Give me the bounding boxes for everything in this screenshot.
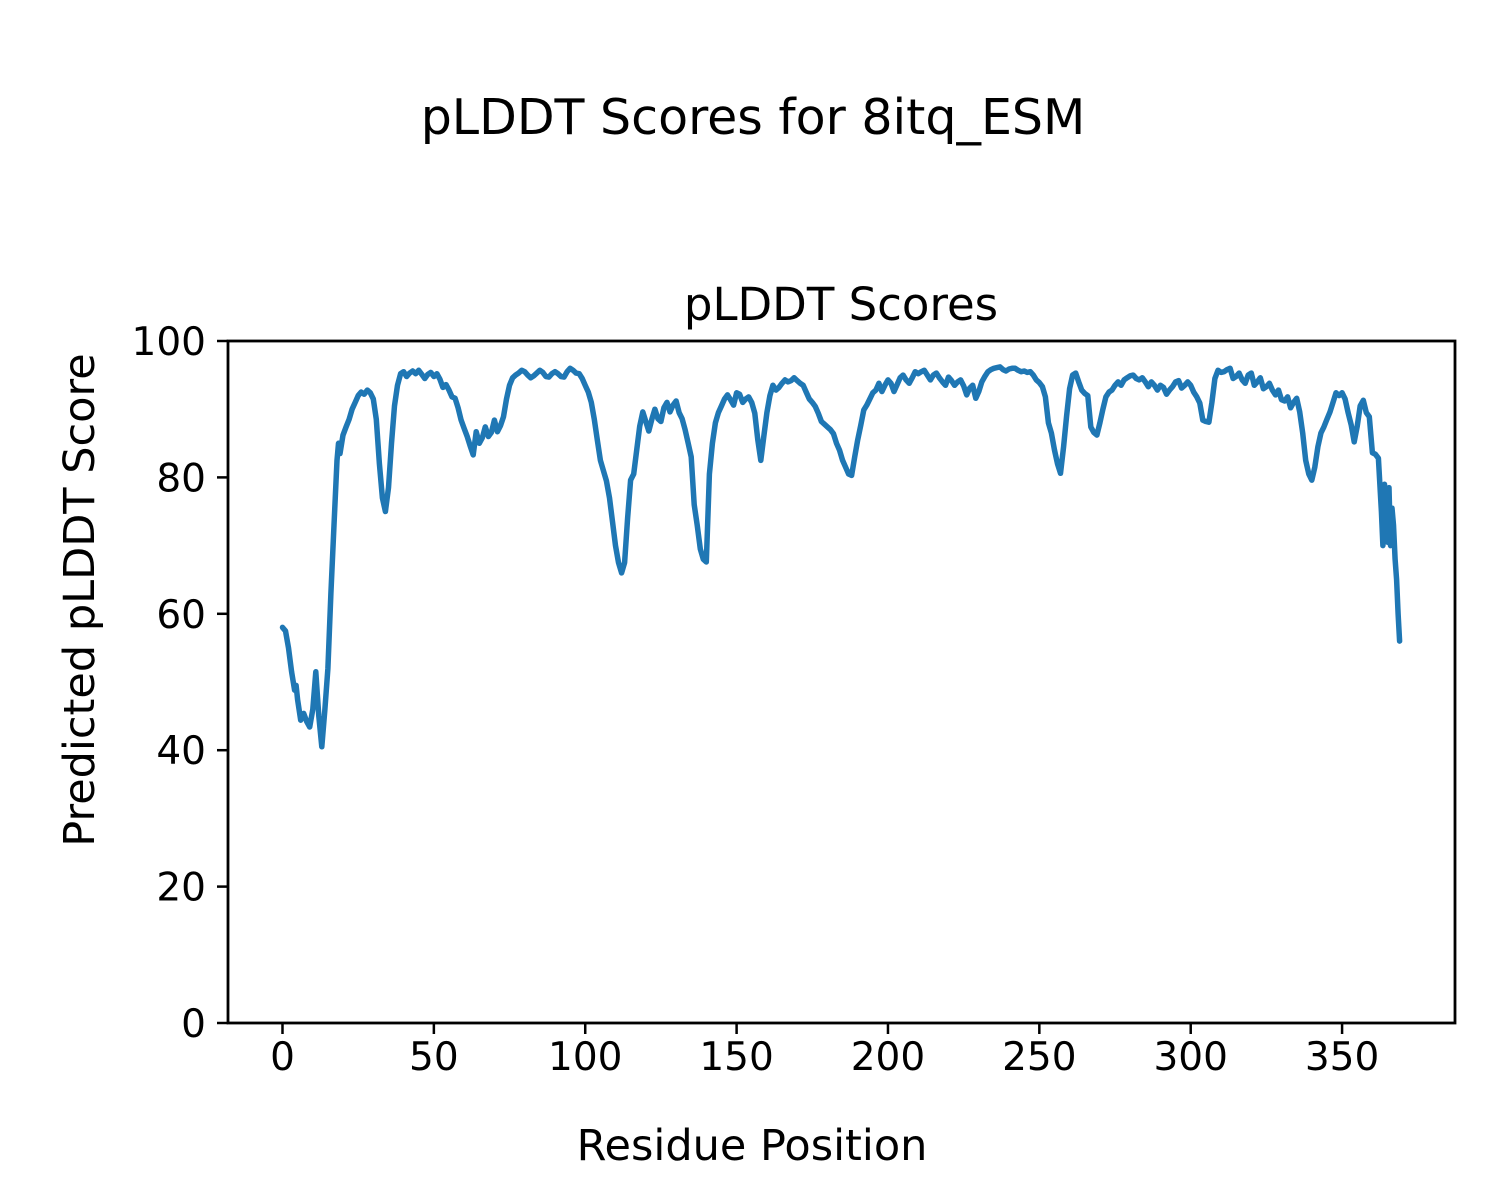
- y-tick-label: 100: [132, 320, 206, 365]
- x-tick-label: 250: [1002, 1035, 1076, 1080]
- x-axis-label: Residue Position: [577, 1121, 928, 1171]
- y-axis-label: Predicted pLDDT Score: [55, 353, 105, 846]
- x-tick-label: 100: [548, 1035, 622, 1080]
- y-tick-label: 0: [181, 1002, 206, 1047]
- x-tick-label: 150: [699, 1035, 773, 1080]
- axes-title: pLDDT Scores: [684, 278, 998, 331]
- y-tick-label: 60: [156, 593, 206, 638]
- figure-title: pLDDT Scores for 8itq_ESM: [421, 89, 1086, 146]
- x-axis-ticks: 0 50 100 150 200 250 300 350: [270, 1023, 1379, 1080]
- x-tick-label: 0: [270, 1035, 295, 1080]
- y-axis-ticks: 0 20 40 60 80 100: [132, 320, 228, 1047]
- x-tick-label: 350: [1305, 1035, 1379, 1080]
- plddt-line: [279, 364, 1403, 750]
- x-tick-label: 200: [851, 1035, 925, 1080]
- plot-border: [226, 339, 1457, 1025]
- x-tick-label: 50: [409, 1035, 459, 1080]
- y-tick-label: 20: [156, 866, 206, 911]
- y-tick-label: 40: [156, 729, 206, 774]
- x-tick-label: 300: [1153, 1035, 1227, 1080]
- y-tick-label: 80: [156, 456, 206, 501]
